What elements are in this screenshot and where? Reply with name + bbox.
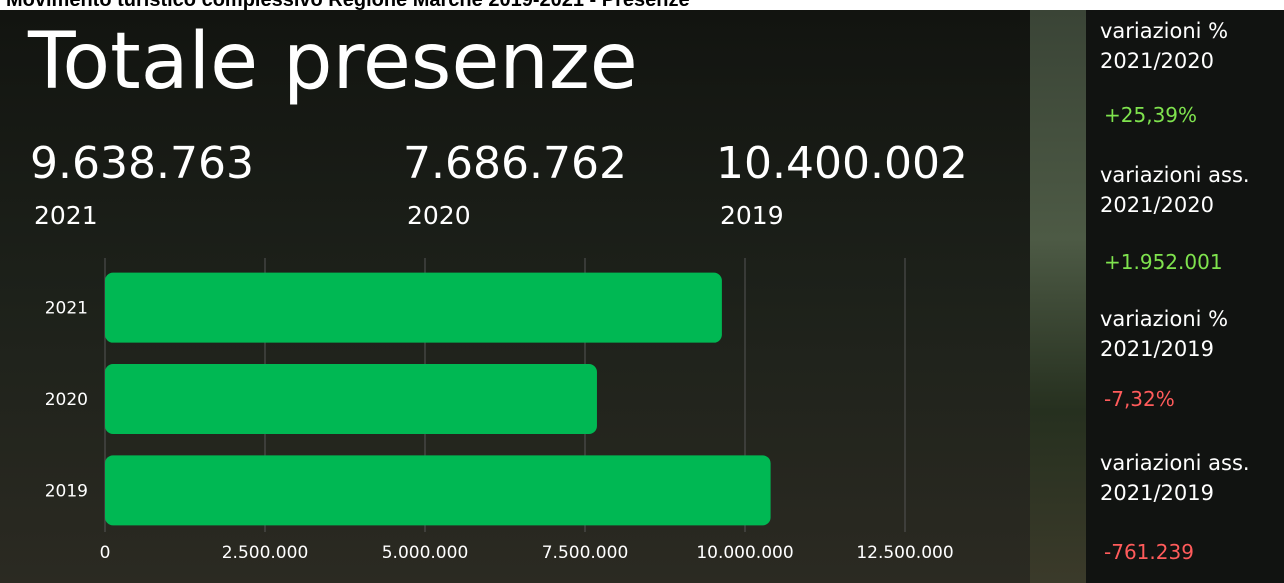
headline: Totale presenze	[27, 17, 638, 107]
x-tick-label: 7.500.000	[542, 543, 629, 563]
total-year: 2020	[407, 201, 471, 230]
x-tick-label: 2.500.000	[222, 543, 309, 563]
variation-label: 2021/2020	[1100, 193, 1214, 217]
variation-label: variazioni ass.	[1100, 163, 1250, 187]
bar	[105, 455, 771, 526]
side-panel	[1086, 10, 1284, 583]
total-year: 2021	[34, 201, 98, 230]
x-tick-label: 5.000.000	[382, 543, 469, 563]
y-tick-label: 2019	[45, 481, 88, 501]
variation-label: variazioni ass.	[1100, 451, 1250, 475]
x-tick-label: 10.000.000	[696, 543, 793, 563]
content: 9.638.763 2021 7.686.762 2020 10.400.002 2019…	[30, 19, 1250, 564]
variation-label: 2021/2020	[1100, 49, 1214, 73]
variation-value: +1.952.001	[1104, 250, 1223, 274]
total-value: 7.686.762	[403, 138, 627, 189]
bar	[105, 272, 722, 343]
photo-strip	[1030, 10, 1086, 583]
y-tick-label: 2021	[45, 299, 88, 319]
x-tick-label: 0	[100, 543, 111, 563]
variation-value: +25,39%	[1104, 103, 1197, 127]
header: Movimento turistico complessivo Regione …	[6, 0, 690, 11]
variation-value: -7,32%	[1104, 387, 1175, 411]
bar	[105, 364, 597, 434]
variation-value: -761.239	[1104, 540, 1194, 564]
total-value: 10.400.002	[716, 138, 968, 189]
variation-label: variazioni %	[1100, 19, 1228, 43]
total-year: 2019	[720, 201, 784, 230]
variation-label: 2021/2019	[1100, 481, 1214, 505]
variation-label: variazioni %	[1100, 307, 1228, 331]
y-tick-label: 2020	[45, 390, 88, 410]
variation-label: 2021/2019	[1100, 337, 1214, 361]
x-tick-label: 12.500.000	[856, 543, 953, 563]
total-value: 9.638.763	[30, 138, 254, 189]
